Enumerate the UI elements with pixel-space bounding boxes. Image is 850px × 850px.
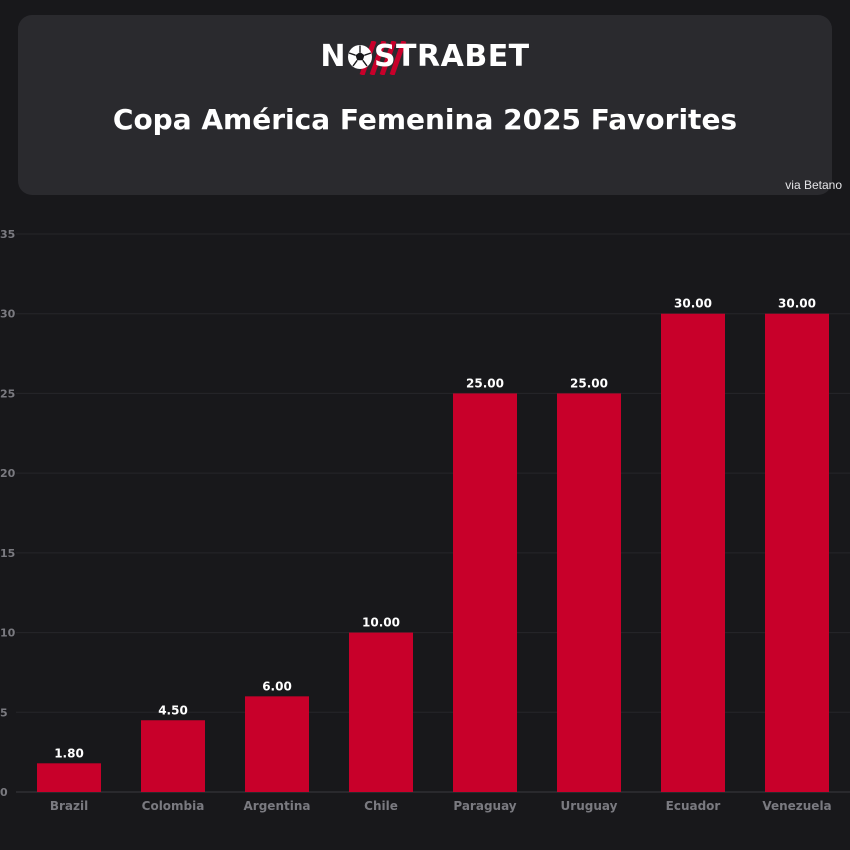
bar[interactable] bbox=[37, 763, 101, 792]
logo-text-prefix: N bbox=[320, 39, 346, 74]
y-tick-label: 30 bbox=[0, 308, 16, 321]
bar[interactable] bbox=[245, 696, 309, 792]
bar[interactable] bbox=[557, 393, 621, 792]
y-tick-label: 25 bbox=[0, 387, 15, 400]
x-tick-label: Paraguay bbox=[453, 799, 516, 813]
brand-logo: N STRABET bbox=[18, 37, 832, 77]
source-note: via Betano bbox=[785, 178, 842, 192]
logo-text-suffix: STRABET bbox=[373, 39, 530, 74]
x-tick-label: Argentina bbox=[244, 799, 311, 813]
data-label: 10.00 bbox=[362, 616, 400, 630]
x-tick-label: Ecuador bbox=[666, 799, 721, 813]
y-tick-label: 15 bbox=[0, 547, 15, 560]
y-tick-label: 20 bbox=[0, 467, 16, 480]
bar[interactable] bbox=[349, 632, 413, 792]
data-label: 1.80 bbox=[54, 746, 84, 760]
x-tick-label: Brazil bbox=[50, 799, 88, 813]
soccer-ball-icon bbox=[347, 45, 372, 69]
bar[interactable] bbox=[765, 313, 829, 792]
data-label: 30.00 bbox=[778, 297, 816, 311]
chart-title: Copa América Femenina 2025 Favorites bbox=[112, 103, 738, 136]
y-tick-label: 35 bbox=[0, 228, 15, 241]
x-tick-label: Uruguay bbox=[561, 799, 618, 813]
header-card: N STRABET Copa América Femenina 2025 Fav… bbox=[18, 15, 832, 195]
y-tick-label: 5 bbox=[0, 706, 8, 719]
y-tick-label: 10 bbox=[0, 627, 16, 640]
x-tick-label: Colombia bbox=[142, 799, 205, 813]
data-label: 30.00 bbox=[674, 297, 712, 311]
x-tick-label: Chile bbox=[364, 799, 398, 813]
data-label: 6.00 bbox=[262, 679, 292, 693]
data-label: 25.00 bbox=[466, 376, 504, 390]
y-tick-label: 0 bbox=[0, 786, 8, 799]
x-tick-label: Venezuela bbox=[762, 799, 831, 813]
bar[interactable] bbox=[453, 393, 517, 792]
logo-stripes-icon bbox=[359, 41, 407, 75]
data-label: 25.00 bbox=[570, 376, 608, 390]
bar[interactable] bbox=[141, 720, 205, 792]
data-label: 4.50 bbox=[158, 703, 188, 717]
bar[interactable] bbox=[661, 313, 725, 792]
